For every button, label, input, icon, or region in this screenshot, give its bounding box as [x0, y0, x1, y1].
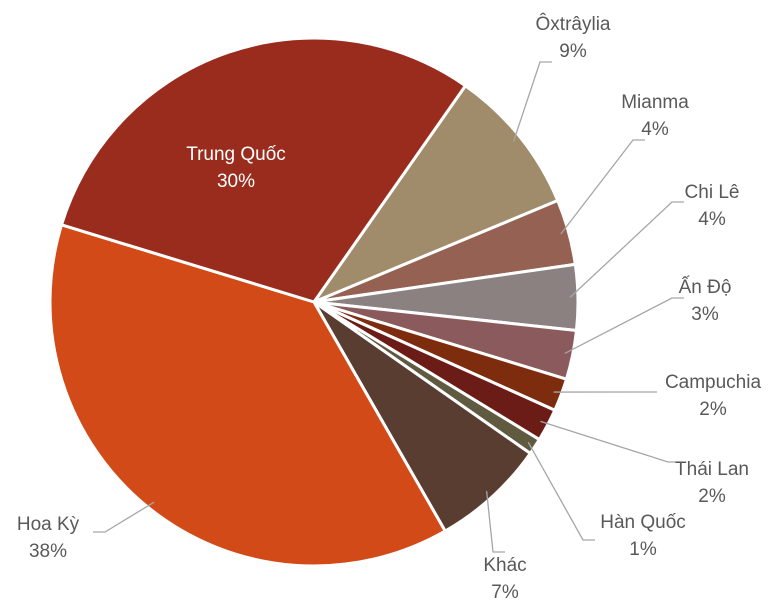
slice-label: Campuchia [665, 372, 762, 393]
slice-value: 1% [629, 539, 657, 560]
pie-slice [59, 36, 468, 304]
slice-value: 2% [699, 399, 727, 420]
slice-label: Trung Quốc [186, 144, 286, 165]
leader-line [564, 297, 684, 355]
slice-label: Mianma [621, 92, 689, 113]
slice-label: Hàn Quốc [600, 512, 686, 533]
leader-line [93, 501, 155, 533]
leader-line [485, 490, 505, 553]
slice-value: 30% [217, 171, 255, 192]
leader-line [512, 61, 552, 142]
slice-value: 38% [29, 541, 67, 562]
leader-line [569, 201, 684, 299]
slice-label: Thái Lan [675, 459, 749, 480]
slice-value: 3% [691, 304, 719, 325]
leader-line [527, 441, 595, 541]
slice-label: Hoa Kỳ [17, 514, 80, 535]
slice-value: 4% [641, 119, 669, 140]
slice-label: Chi Lê [685, 182, 740, 203]
slice-value: 2% [698, 486, 726, 507]
slice-label: Khác [483, 555, 526, 576]
pie-slice [48, 222, 448, 568]
pie-slice [309, 83, 560, 306]
slice-label: Ấn Độ [679, 276, 732, 298]
leader-line [540, 420, 680, 463]
slice-value: 9% [559, 41, 587, 62]
slice-label: Ôxtrâylia [536, 13, 611, 35]
slice-value: 7% [491, 582, 519, 601]
slice-value: 4% [698, 209, 726, 230]
leader-line [560, 139, 645, 235]
pie-slice [312, 300, 533, 534]
